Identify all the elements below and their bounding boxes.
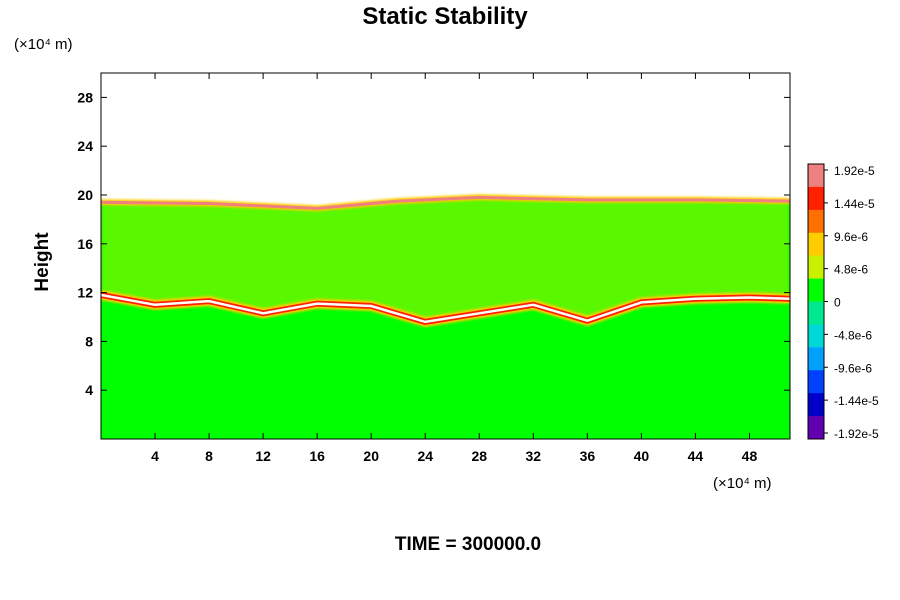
- y-tick-label: 24: [77, 138, 93, 154]
- y-tick-label: 12: [77, 285, 93, 301]
- colorbar-label: 1.44e-5: [834, 197, 875, 211]
- x-axis-ticks: 4 8 12 16 20 24 28 32 36 40 44 48: [151, 73, 757, 464]
- x-tick-label: 12: [255, 448, 271, 464]
- y-tick-label: 16: [77, 236, 93, 252]
- y-axis-label: Height: [32, 232, 53, 292]
- x-axis-unit: (×10⁴ m): [713, 475, 772, 492]
- colorbar-label: -4.8e-6: [834, 328, 872, 342]
- colorbar-label: 1.92e-5: [834, 164, 875, 178]
- colorbar-label: -1.44e-5: [834, 394, 879, 408]
- colorbar-swatch: [808, 416, 824, 440]
- colorbar-label: -9.6e-6: [834, 361, 872, 375]
- y-tick-label: 28: [77, 89, 93, 105]
- colorbar-swatch: [808, 164, 824, 188]
- colorbar-label: -1.92e-5: [834, 427, 879, 441]
- colorbar: 1.92e-5 1.44e-5 9.6e-6 4.8e-6 0 -4.8e-6 -9.6e-…: [807, 163, 879, 441]
- colorbar-label: 0: [834, 296, 841, 310]
- colorbar-swatch: [808, 278, 824, 302]
- colorbar-swatch: [808, 393, 824, 417]
- x-tick-label: 32: [526, 448, 542, 464]
- x-tick-label: 28: [471, 448, 487, 464]
- chart-title: Static Stability: [362, 3, 528, 30]
- x-tick-label: 8: [205, 448, 213, 464]
- colorbar-swatch: [808, 370, 824, 394]
- plot-frame: [100, 72, 791, 440]
- x-tick-label: 48: [742, 448, 758, 464]
- colorbar-swatch: [808, 301, 824, 325]
- heatmap-field: [101, 73, 790, 439]
- y-tick-label: 8: [85, 333, 93, 349]
- colorbar-swatch: [808, 186, 824, 211]
- x-tick-label: 20: [363, 448, 379, 464]
- y-tick-label: 20: [77, 187, 93, 203]
- upper-region-shading: [101, 197, 790, 322]
- y-tick-label: 4: [85, 382, 93, 398]
- x-tick-label: 40: [634, 448, 650, 464]
- tropopause-core: [101, 293, 790, 324]
- colorbar-swatch: [808, 255, 824, 280]
- colorbar-label: 4.8e-6: [834, 263, 868, 277]
- x-tick-label: 4: [151, 448, 159, 464]
- colorbar-swatch: [808, 347, 824, 371]
- colorbar-swatch: [808, 324, 824, 348]
- time-label: TIME = 300000.0: [395, 534, 541, 555]
- colorbar-swatch: [808, 232, 824, 257]
- x-tick-label: 16: [309, 448, 325, 464]
- x-tick-label: 36: [580, 448, 596, 464]
- x-tick-label: 44: [688, 448, 704, 464]
- y-axis-ticks: 4 8 12 16 20 24 28: [77, 89, 790, 398]
- x-tick-label: 24: [417, 448, 433, 464]
- colorbar-swatch: [808, 209, 824, 234]
- colorbar-label: 9.6e-6: [834, 230, 868, 244]
- y-axis-unit: (×10⁴ m): [14, 36, 73, 53]
- upper-boundary-band: [101, 195, 790, 210]
